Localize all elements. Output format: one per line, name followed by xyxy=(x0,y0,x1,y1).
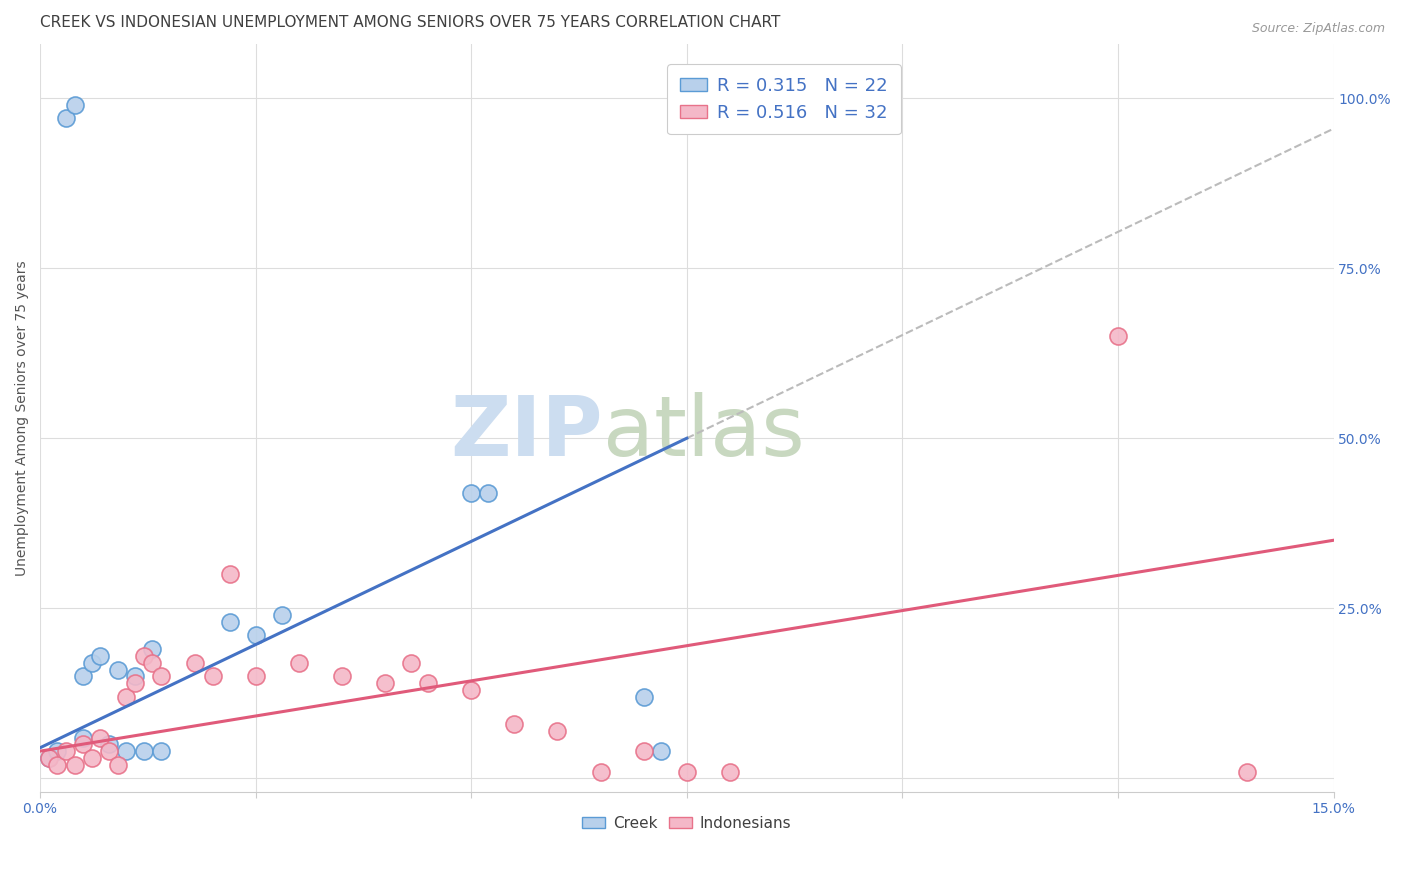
Point xyxy=(418,676,440,690)
Point xyxy=(141,642,163,657)
Point xyxy=(330,669,353,683)
Point xyxy=(89,648,111,663)
Text: atlas: atlas xyxy=(603,392,804,474)
Point xyxy=(63,757,86,772)
Point xyxy=(718,764,741,779)
Point xyxy=(650,744,672,758)
Point xyxy=(374,676,396,690)
Text: ZIP: ZIP xyxy=(450,392,603,474)
Point xyxy=(63,98,86,112)
Point xyxy=(149,669,172,683)
Point xyxy=(245,669,267,683)
Point xyxy=(270,608,292,623)
Y-axis label: Unemployment Among Seniors over 75 years: Unemployment Among Seniors over 75 years xyxy=(15,260,30,575)
Point xyxy=(80,751,103,765)
Point xyxy=(141,656,163,670)
Point xyxy=(38,751,60,765)
Text: CREEK VS INDONESIAN UNEMPLOYMENT AMONG SENIORS OVER 75 YEARS CORRELATION CHART: CREEK VS INDONESIAN UNEMPLOYMENT AMONG S… xyxy=(41,15,780,30)
Point xyxy=(149,744,172,758)
Point xyxy=(89,731,111,745)
Point xyxy=(633,744,655,758)
Point xyxy=(546,723,568,738)
Point xyxy=(460,485,482,500)
Point xyxy=(1107,329,1129,343)
Point xyxy=(589,764,612,779)
Point xyxy=(218,615,240,629)
Point xyxy=(55,112,77,126)
Point xyxy=(72,737,94,751)
Point xyxy=(132,648,155,663)
Point xyxy=(115,690,138,704)
Point xyxy=(633,690,655,704)
Point xyxy=(218,567,240,582)
Point xyxy=(399,656,422,670)
Point xyxy=(503,717,526,731)
Point xyxy=(98,737,121,751)
Point xyxy=(477,485,499,500)
Point xyxy=(124,669,146,683)
Point xyxy=(460,682,482,697)
Point xyxy=(107,663,129,677)
Text: Source: ZipAtlas.com: Source: ZipAtlas.com xyxy=(1251,22,1385,36)
Point xyxy=(46,757,69,772)
Point xyxy=(46,744,69,758)
Point xyxy=(72,669,94,683)
Point xyxy=(115,744,138,758)
Point xyxy=(38,751,60,765)
Legend: Creek, Indonesians: Creek, Indonesians xyxy=(576,809,797,837)
Point xyxy=(98,744,121,758)
Point xyxy=(245,628,267,642)
Point xyxy=(55,744,77,758)
Point xyxy=(201,669,224,683)
Point xyxy=(124,676,146,690)
Point xyxy=(80,656,103,670)
Point xyxy=(1236,764,1258,779)
Point xyxy=(288,656,311,670)
Point xyxy=(107,757,129,772)
Point xyxy=(675,764,697,779)
Point xyxy=(132,744,155,758)
Point xyxy=(72,731,94,745)
Point xyxy=(184,656,207,670)
